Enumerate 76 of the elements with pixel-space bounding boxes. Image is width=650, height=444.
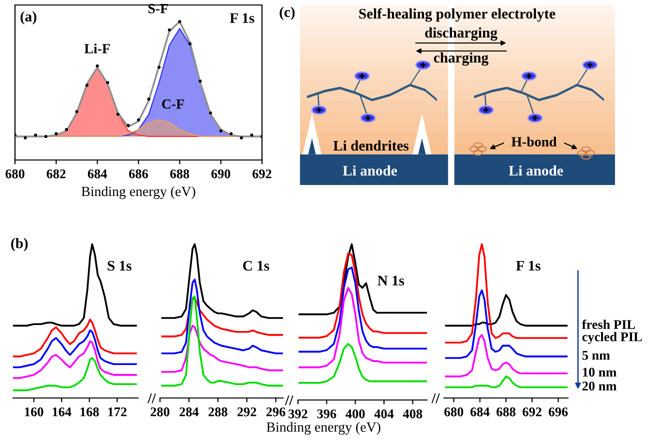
point [158, 66, 161, 69]
x-tick-label: 686 [129, 169, 148, 178]
point [75, 110, 78, 114]
point [168, 28, 171, 32]
point [208, 111, 212, 114]
x-tick-label: 696 [548, 407, 568, 416]
point [116, 112, 120, 116]
series-label: 5 nm [582, 350, 610, 360]
x-tick-label: 692 [522, 407, 542, 416]
series-label: 10 nm [582, 368, 616, 377]
point [178, 20, 182, 24]
point [230, 132, 233, 136]
x-tick-label: 408 [402, 409, 422, 418]
point [188, 42, 192, 46]
x-tick-label: 160 [24, 407, 44, 416]
point [64, 128, 68, 132]
x-tick-label: 292 [237, 407, 256, 416]
x-tick-label: 296 [266, 407, 286, 416]
x-tick-label: 680 [6, 169, 24, 178]
x-axis-title: Binding energy (eV) [82, 186, 196, 199]
x-tick-label: 682 [46, 169, 66, 178]
point [96, 64, 99, 68]
text: (c) [280, 6, 295, 20]
x-tick-label: 684 [88, 169, 107, 178]
text: Li dendrites [333, 140, 409, 151]
point [250, 134, 254, 137]
x-tick-label: 164 [52, 407, 72, 416]
chart-title: F 1s [230, 13, 254, 24]
x-tick-label: 690 [211, 169, 230, 178]
point [198, 80, 202, 83]
annotation: (a) [20, 11, 36, 24]
annotation: C-F [162, 99, 184, 109]
point [54, 132, 58, 136]
x-tick-label: 404 [374, 409, 394, 418]
x-tick-label: 284 [180, 407, 199, 416]
point [147, 98, 150, 101]
text: discharging [425, 27, 498, 41]
x-tick-label: 400 [346, 409, 365, 418]
x-tick-label: 680 [444, 407, 464, 416]
point [34, 134, 38, 137]
series-label: fresh PIL [582, 320, 635, 329]
x-tick-label: 168 [80, 407, 99, 416]
point [44, 134, 48, 138]
x-tick-label: 684 [470, 407, 490, 416]
series-label: 20 nm [582, 382, 616, 391]
point [24, 136, 27, 140]
annotation: (b) [11, 238, 28, 252]
text: H-bond [511, 136, 557, 146]
point [126, 124, 130, 127]
point [219, 129, 222, 132]
x-tick-label: 688 [496, 407, 516, 416]
text: Li anode [508, 165, 563, 176]
x-tick-label: 688 [170, 169, 190, 178]
x-tick-label: 692 [252, 169, 272, 178]
x-tick-label: 172 [108, 407, 126, 416]
x-tick-label: 392 [288, 409, 308, 418]
point [136, 118, 140, 122]
series-label: cycled PIL [582, 332, 642, 344]
point [85, 84, 89, 87]
text: N 1s [378, 276, 404, 286]
x-tick-label: 396 [317, 409, 336, 418]
x-tick-label: 288 [208, 407, 228, 416]
x-axis-title: Binding energy (eV) [266, 422, 380, 435]
text: C 1s [243, 260, 270, 271]
text: charging [434, 52, 488, 66]
text: // [148, 394, 156, 404]
point [240, 136, 243, 140]
text: // [431, 394, 440, 404]
x-tick-label: 280 [150, 407, 170, 416]
annotation: Li-F [84, 44, 110, 54]
text: Li anode [342, 165, 397, 176]
text: S 1s [108, 260, 132, 271]
point [106, 80, 110, 84]
text: Self-healing polymer electrolyte [359, 8, 556, 22]
text: F 1s [516, 260, 540, 271]
text: // [284, 396, 294, 406]
